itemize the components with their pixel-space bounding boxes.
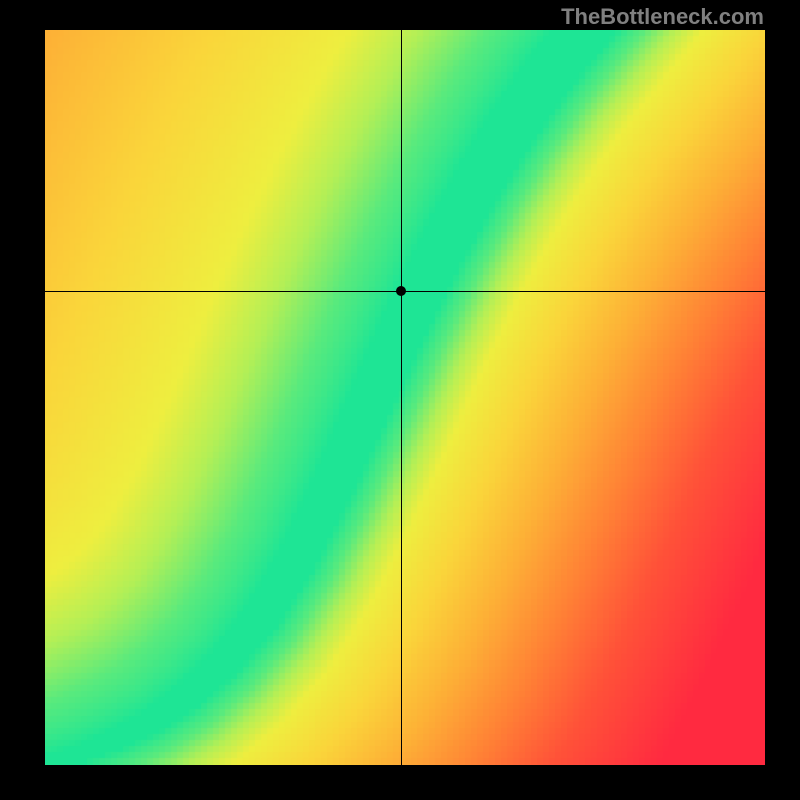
crosshair-marker	[396, 286, 406, 296]
crosshair-vertical	[401, 30, 402, 765]
heatmap-plot	[45, 30, 765, 765]
watermark-text: TheBottleneck.com	[561, 4, 764, 30]
heatmap-canvas	[45, 30, 765, 765]
